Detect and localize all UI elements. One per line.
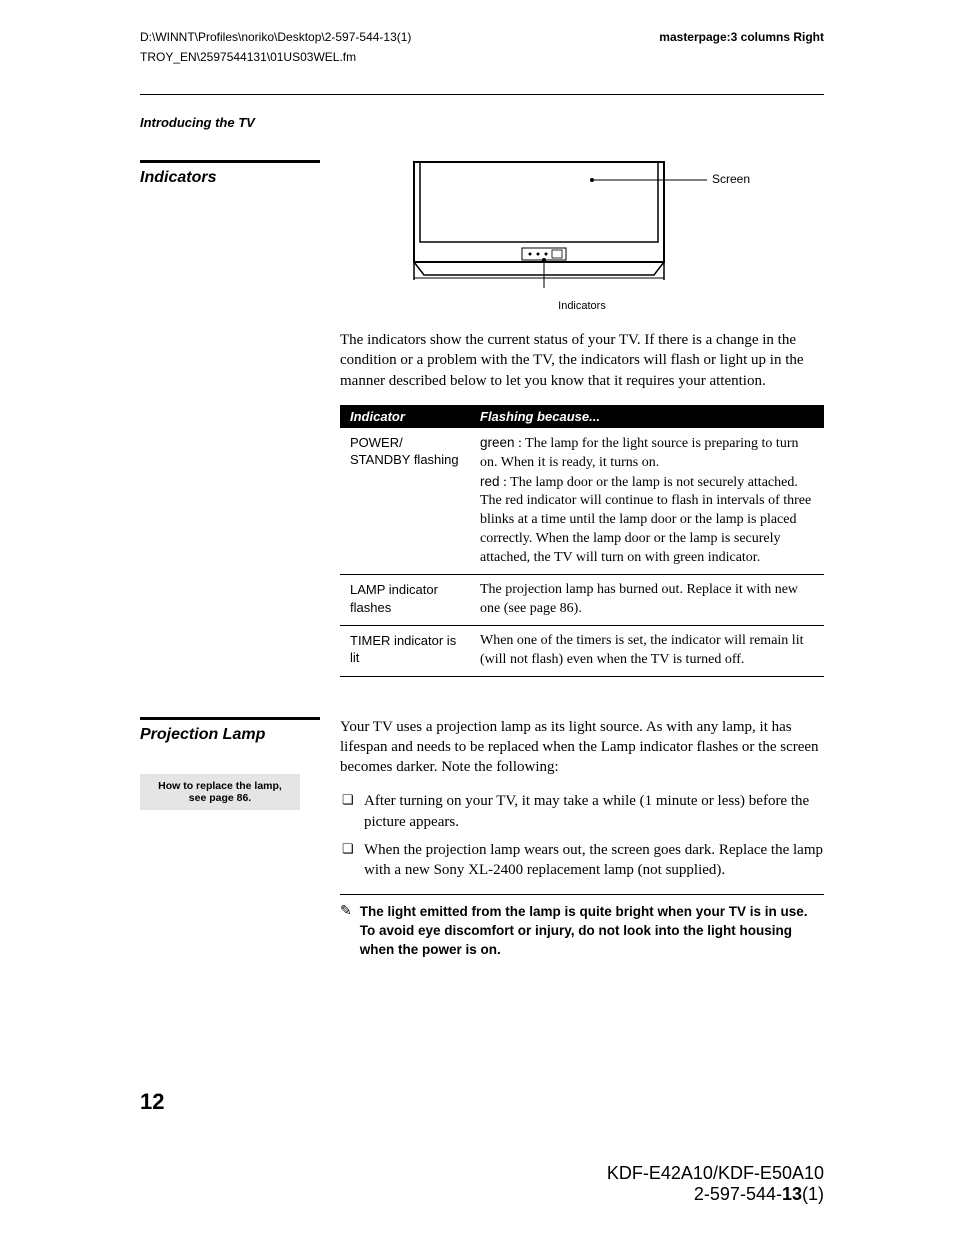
cell-desc: The projection lamp has burned out. Repl… (470, 574, 824, 625)
footer: KDF-E42A10/KDF-E50A10 2-597-544-13(1) (607, 1163, 824, 1205)
page-number: 12 (140, 1089, 164, 1115)
table-header-row: Indicator Flashing because... (340, 405, 824, 428)
projection-intro: Your TV uses a projection lamp as its li… (340, 717, 824, 778)
projection-bullet-list: After turning on your TV, it may take a … (340, 791, 824, 880)
side-col-projection: Projection Lamp How to replace the lamp,… (140, 717, 340, 810)
section-projection-lamp: Projection Lamp How to replace the lamp,… (140, 717, 824, 960)
tv-diagram: Screen (412, 160, 752, 290)
footer-docnum: 2-597-544-13(1) (607, 1184, 824, 1205)
cell-desc: When one of the timers is set, the indic… (470, 625, 824, 676)
footer-doc-suffix: (1) (802, 1184, 824, 1204)
cell-indicator: POWER/ STANDBY flashing (340, 428, 470, 575)
tv-svg (412, 160, 752, 290)
side-title-projection: Projection Lamp (140, 717, 320, 744)
footer-doc-bold: 13 (782, 1184, 802, 1204)
green-text: : The lamp for the light source is prepa… (480, 436, 798, 470)
indicators-intro: The indicators show the current status o… (340, 330, 824, 391)
cell-desc: green : The lamp for the light source is… (470, 428, 824, 575)
table-row: POWER/ STANDBY flashing green : The lamp… (340, 428, 824, 575)
red-label: red (480, 474, 500, 489)
tv-figure: Screen (340, 160, 824, 290)
running-head: Introducing the TV (140, 115, 824, 130)
side-title-indicators: Indicators (140, 160, 320, 187)
note-block: ✎ The light emitted from the lamp is qui… (340, 894, 824, 960)
figure-caption: Indicators (340, 300, 824, 312)
th-indicator: Indicator (340, 405, 470, 428)
note-text: The light emitted from the lamp is quite… (360, 903, 824, 960)
section-indicators: Indicators (140, 160, 824, 677)
list-item: When the projection lamp wears out, the … (340, 840, 824, 881)
content-rule (140, 94, 824, 95)
red-text: : The lamp door or the lamp is not secur… (480, 475, 811, 566)
header-path-line2: TROY_EN\2597544131\01US03WEL.fm (140, 50, 824, 64)
indicators-table: Indicator Flashing because... POWER/ STA… (340, 405, 824, 677)
table-row: TIMER indicator is lit When one of the t… (340, 625, 824, 676)
screen-label: Screen (712, 172, 750, 186)
main-col-projection: Your TV uses a projection lamp as its li… (340, 717, 824, 960)
table-row: LAMP indicator flashes The projection la… (340, 574, 824, 625)
page: D:\WINNT\Profiles\noriko\Desktop\2-597-5… (0, 0, 954, 1235)
side-col-indicators: Indicators (140, 160, 340, 187)
list-item: After turning on your TV, it may take a … (340, 791, 824, 832)
callout-replace-lamp: How to replace the lamp, see page 86. (140, 774, 300, 810)
header-path-line1: D:\WINNT\Profiles\noriko\Desktop\2-597-5… (140, 30, 411, 44)
footer-doc-prefix: 2-597-544- (694, 1184, 782, 1204)
header-masterpage: masterpage:3 columns Right (659, 30, 824, 44)
th-flashing: Flashing because... (470, 405, 824, 428)
header-row: D:\WINNT\Profiles\noriko\Desktop\2-597-5… (140, 30, 824, 44)
cell-indicator: TIMER indicator is lit (340, 625, 470, 676)
pencil-icon: ✎ (340, 903, 352, 921)
green-label: green (480, 435, 515, 450)
cell-indicator: LAMP indicator flashes (340, 574, 470, 625)
footer-model: KDF-E42A10/KDF-E50A10 (607, 1163, 824, 1184)
main-col-indicators: Screen Indicators The indicators show th… (340, 160, 824, 677)
